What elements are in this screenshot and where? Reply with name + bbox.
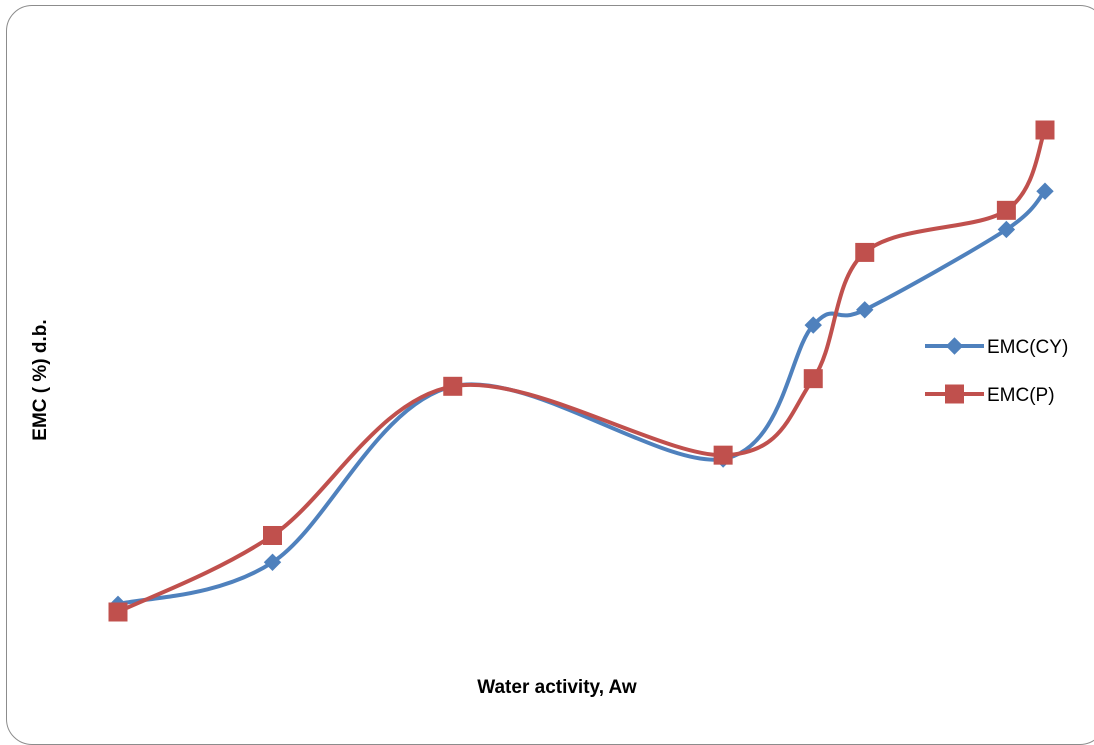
x-axis-title: Water activity, Aw (477, 677, 637, 698)
data-point-emc-p-7 (996, 200, 1016, 220)
data-point-emc-p-6 (855, 242, 875, 262)
data-point-emc-cy-5 (804, 316, 822, 334)
legend-label-emc-cy: EMC(CY) (987, 337, 1068, 358)
legend-marker-emc-cy (945, 337, 964, 355)
legend-item-emc-cy: EMC(CY) (925, 337, 1068, 358)
legend-marker-emc-p (945, 384, 964, 404)
data-point-emc-cy-7 (997, 220, 1016, 239)
legend-item-emc-p: EMC(P) (925, 384, 1055, 406)
data-point-emc-cy-2 (263, 553, 282, 571)
data-point-emc-p-2 (263, 525, 282, 545)
data-point-emc-p-5 (803, 369, 823, 389)
series-line-emc-cy (116, 189, 1047, 607)
y-axis-title: EMC ( %) d.b. (30, 319, 51, 440)
data-point-emc-p-3 (443, 376, 463, 396)
data-point-emc-p-8 (1035, 120, 1055, 140)
data-point-emc-p-1 (108, 602, 128, 622)
series-emc-p (108, 120, 1055, 622)
chart-frame (6, 5, 1094, 745)
series-line-emc-p (116, 128, 1047, 614)
legend: EMC(CY) EMC(P) (925, 337, 1068, 406)
chart-svg: Water activity, Aw EMC ( %) d.b. EMC(CY)… (30, 120, 1068, 698)
data-point-emc-cy-6 (856, 301, 874, 319)
data-point-emc-p-4 (713, 445, 733, 465)
plot-area (108, 120, 1055, 622)
data-point-emc-cy-8 (1036, 182, 1054, 200)
legend-label-emc-p: EMC(P) (987, 385, 1055, 406)
